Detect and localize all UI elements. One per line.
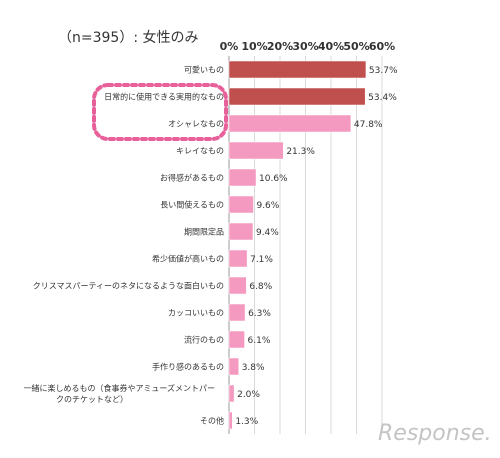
data-label: 6.8%: [249, 282, 272, 292]
category-labels: 53.7% 可愛いもの 53.4% 日常的に使用できる実用的なもの 47.8% オシャレな…: [24, 65, 398, 428]
bar: [228, 141, 284, 160]
grid-layer: [228, 56, 383, 434]
category-label: クリスマスパーティーのネタになるような面白いもの: [33, 281, 224, 291]
category-label: 長い間使えるもの: [160, 200, 224, 210]
category-label: 一緒に楽しめるもの（食事券やアミューズメントパークのチケットなど）: [24, 383, 215, 404]
data-label: 53.4%: [368, 93, 397, 103]
data-label: 10.6%: [259, 174, 288, 184]
category-label: キレイなもの: [176, 147, 224, 156]
bar: [228, 222, 254, 241]
data-label: 21.3%: [286, 147, 315, 157]
x-tick-label: 50%: [343, 40, 369, 53]
data-label: 47.8%: [354, 120, 383, 130]
x-tick-label: 60%: [369, 40, 395, 53]
x-tick-label: 10%: [241, 40, 267, 53]
bar: [228, 60, 367, 79]
category-label: 手作り感のあるもの: [152, 362, 224, 372]
category-label: 希少価値が高いもの: [152, 254, 224, 264]
bar: [228, 168, 257, 187]
category-label: お得感があるもの: [160, 173, 224, 183]
data-label: 3.8%: [242, 363, 265, 373]
highlight-layer: [92, 83, 228, 141]
x-tick-labels: 0% 10% 20% 30% 40% 50% 60%: [220, 40, 396, 53]
bar: [228, 249, 248, 268]
x-tick-label: 40%: [318, 40, 344, 53]
watermark-text: Response.: [378, 421, 492, 446]
bar: [228, 87, 366, 106]
data-label: 7.1%: [250, 255, 273, 265]
category-label: 流行のもの: [184, 335, 224, 345]
category-label: 可愛いもの: [184, 65, 224, 75]
category-label: カッコいいもの: [168, 309, 224, 318]
highlight-box: [92, 83, 228, 141]
bar: [228, 357, 239, 376]
response-watermark: Response.: [378, 421, 492, 446]
data-label: 9.4%: [256, 228, 279, 238]
category-label: オシャレなもの: [168, 120, 224, 129]
chart-title: （n=395）: 女性のみ: [58, 29, 199, 46]
bar: [228, 303, 246, 322]
category-label: 期間限定品: [184, 227, 224, 237]
data-label: 1.3%: [235, 417, 258, 427]
data-label: 53.7%: [369, 66, 398, 76]
bar: [228, 411, 233, 430]
data-label: 6.3%: [248, 309, 271, 319]
bar-layer: [228, 60, 367, 430]
data-label: 6.1%: [248, 336, 271, 346]
category-label: その他: [200, 416, 224, 426]
data-label: 9.6%: [256, 201, 279, 211]
bar: [228, 384, 235, 403]
bar: [228, 330, 245, 349]
bar: [228, 276, 247, 295]
category-label: 日常的に使用できる実用的なもの: [104, 92, 224, 102]
x-tick-label: 0%: [220, 40, 239, 53]
x-tick-label: 30%: [292, 40, 318, 53]
bar: [228, 114, 352, 133]
bar: [228, 195, 254, 214]
data-label: 2.0%: [237, 390, 260, 400]
x-tick-label: 20%: [267, 40, 293, 53]
